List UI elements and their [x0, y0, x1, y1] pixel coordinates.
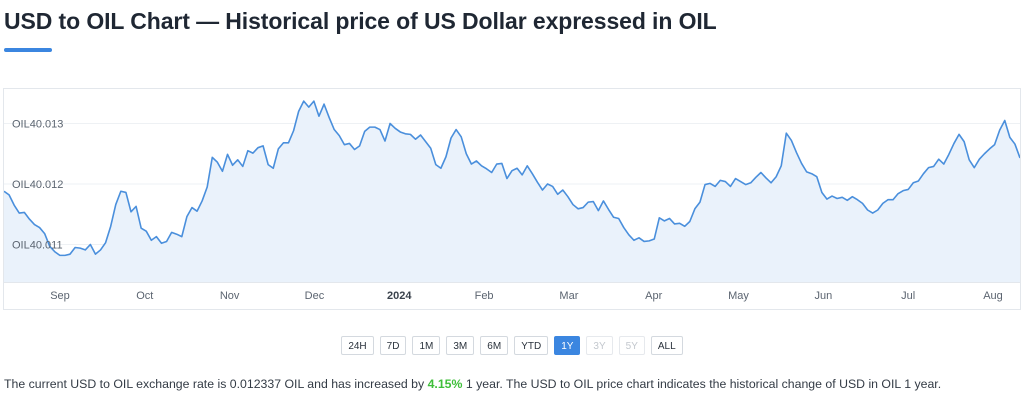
x-tick-label-5: Feb [475, 290, 494, 302]
time-range-selector: 24H 7D 1M 3M 6M YTD 1Y 3Y 5Y ALL [0, 336, 1024, 355]
range-button-1y[interactable]: 1Y [554, 336, 581, 355]
range-button-all[interactable]: ALL [650, 336, 683, 355]
x-tick-label-1: Oct [136, 290, 153, 302]
series-area [4, 101, 1020, 282]
range-button-24h[interactable]: 24H [341, 336, 374, 355]
x-tick-label-2: Nov [220, 290, 240, 302]
series-line [4, 100, 1020, 257]
x-tick-label-8: May [728, 290, 749, 302]
y-tick-label-0: OIL40.011 [12, 239, 63, 251]
exchange-rate-summary: The current USD to OIL exchange rate is … [4, 377, 941, 391]
summary-text-after: 1 year. The USD to OIL price chart indic… [462, 377, 942, 391]
range-button-6m[interactable]: 6M [480, 336, 509, 355]
range-button-ytd[interactable]: YTD [514, 336, 549, 355]
x-tick-label-4: 2024 [387, 290, 412, 302]
range-button-5y: 5Y [618, 336, 645, 355]
x-tick-label-9: Jun [814, 290, 832, 302]
range-button-3m[interactable]: 3M [446, 336, 475, 355]
summary-text-before: The current USD to OIL exchange rate is … [4, 377, 428, 391]
page-title: USD to OIL Chart — Historical price of U… [4, 8, 717, 34]
y-tick-label-1: OIL40.012 [12, 179, 63, 191]
range-button-7d[interactable]: 7D [379, 336, 407, 355]
x-tick-label-6: Mar [559, 290, 578, 302]
x-tick-label-0: Sep [50, 290, 70, 302]
x-tick-label-3: Dec [305, 290, 325, 302]
x-tick-label-7: Apr [645, 290, 662, 302]
range-button-1m[interactable]: 1M [412, 336, 441, 355]
title-underline [4, 48, 52, 52]
x-tick-label-11: Aug [983, 290, 1003, 302]
change-percentage: 4.15% [427, 377, 463, 391]
range-button-3y: 3Y [586, 336, 613, 355]
price-chart[interactable]: OIL40.011 OIL40.012 OIL40.013 Sep Oct Nov Dec 2… [4, 89, 1020, 309]
chart-container[interactable]: OIL40.011 OIL40.012 OIL40.013 Sep Oct Nov Dec 2… [3, 88, 1021, 310]
x-tick-label-10: Jul [901, 290, 915, 302]
y-tick-label-2: OIL40.013 [12, 118, 63, 130]
